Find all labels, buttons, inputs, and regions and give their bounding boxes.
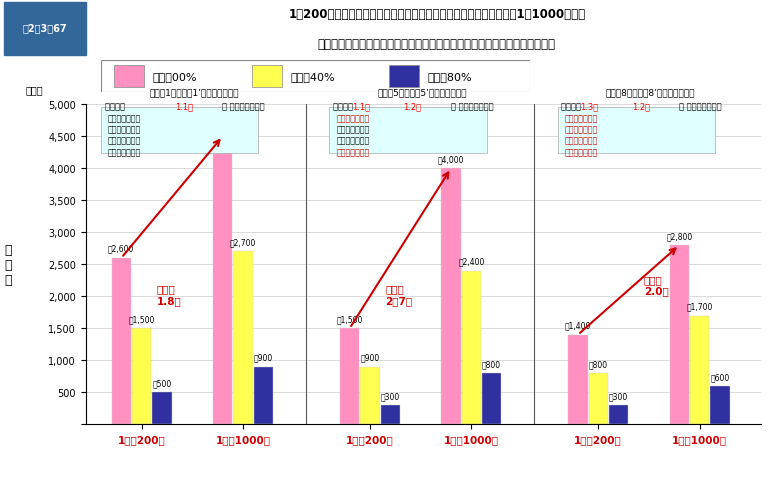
Text: ポンプ車　：有: ポンプ車 ：有 (565, 148, 598, 157)
Text: 燃料補給　：無: 燃料補給 ：無 (336, 125, 370, 134)
Text: 1.2倍: 1.2倍 (403, 102, 422, 111)
Bar (4, 3, 86, 56)
Text: 1.2倍: 1.2倍 (632, 102, 650, 111)
Text: 水門操作　：無: 水門操作 ：無 (336, 137, 370, 145)
Text: 瘄2,400: 瘄2,400 (458, 257, 484, 266)
Text: ケース1，ケース1’の死者数の比較: ケース1，ケース1’の死者数の比較 (149, 88, 239, 97)
Text: ポンプ運転：無: ポンプ運転：無 (108, 114, 141, 123)
Bar (389, 66, 419, 88)
Text: 瘄900: 瘄900 (254, 353, 273, 362)
Text: 瘄1,500: 瘄1,500 (336, 315, 363, 324)
Text: 死者数
2．7倍: 死者数 2．7倍 (385, 284, 412, 305)
Text: ポンプ運転：有: ポンプ運転：有 (336, 114, 370, 123)
Text: 瘄600: 瘄600 (711, 372, 729, 381)
Text: 浸水面穌: 浸水面穌 (105, 102, 130, 111)
Bar (132, 329, 151, 425)
Text: 瘄900: 瘄900 (360, 353, 380, 362)
Text: 燃料補給　：有: 燃料補給 ：有 (565, 125, 598, 134)
Text: ， 浸水区域内人口: ， 浸水区域内人口 (222, 102, 270, 111)
Text: 瘄2,800: 瘄2,800 (666, 231, 693, 241)
Text: 瘄1,400: 瘄1,400 (565, 321, 591, 330)
Text: 浸水面穌: 浸水面穌 (562, 102, 587, 111)
Bar (558, 108, 714, 154)
Text: ， 浸水区域内人口: ， 浸水区域内人口 (679, 102, 727, 111)
Text: 瘄1,700: 瘄1,700 (686, 302, 713, 311)
Text: ポンプ車　：有: ポンプ車 ：有 (336, 148, 370, 157)
Bar (233, 252, 253, 425)
Bar (152, 392, 172, 425)
Text: 死者数
2.0倍: 死者数 2.0倍 (644, 274, 668, 296)
Text: 瘄800: 瘄800 (589, 359, 608, 368)
Bar (112, 258, 131, 425)
Bar (329, 108, 487, 154)
Bar (213, 137, 232, 425)
Text: 瘄300: 瘄300 (381, 391, 400, 400)
Text: ， 浸水区域内人口: ， 浸水区域内人口 (451, 102, 498, 111)
Text: 浸水面穌: 浸水面穌 (333, 102, 358, 111)
Text: （人）: （人） (25, 85, 43, 95)
Text: ケース5，ケース5’の死者数の比較: ケース5，ケース5’の死者数の比較 (378, 88, 467, 97)
Text: ケース8，ケース8’の死者数の比較: ケース8，ケース8’の死者数の比較 (605, 88, 695, 97)
Bar (360, 367, 380, 425)
Bar (115, 66, 144, 88)
Text: 避難琇00%: 避難琇00% (153, 72, 197, 82)
Text: 瘄500: 瘄500 (152, 379, 172, 387)
Text: ポンプ車　：無: ポンプ車 ：無 (108, 148, 141, 157)
Text: 瘄2,600: 瘄2,600 (108, 244, 134, 253)
Text: 図2－3－67: 図2－3－67 (22, 23, 67, 33)
Text: 1.3倍: 1.3倍 (580, 102, 598, 111)
Text: 避難琇40%: 避難琇40% (290, 72, 335, 82)
Text: 水門操作　：無: 水門操作 ：無 (108, 137, 141, 145)
Text: 生確率の洪水により堵防が決壊した場合の死者数の比較（首都圈広域汎濫）: 生確率の洪水により堵防が決壊した場合の死者数の比較（首都圈広域汎濫） (317, 38, 556, 50)
Text: 瘄4,500: 瘄4,500 (210, 123, 236, 132)
Bar (609, 406, 628, 425)
Text: 避難琇80%: 避難琇80% (427, 72, 472, 82)
Bar (690, 316, 709, 425)
Bar (569, 335, 587, 425)
Text: 死者数
1.8倍: 死者数 1.8倍 (157, 284, 182, 305)
Bar (340, 329, 360, 425)
Bar (711, 386, 729, 425)
Text: 1.1倍: 1.1倍 (352, 102, 370, 111)
Bar (254, 367, 273, 425)
Text: 燃料補給　：無: 燃料補給 ：無 (108, 125, 141, 134)
Text: 水門操作　：有: 水門操作 ：有 (565, 137, 598, 145)
Text: 瘄300: 瘄300 (609, 391, 628, 400)
Bar (670, 245, 689, 425)
Bar (441, 169, 461, 425)
Text: 死
者
数: 死 者 数 (5, 244, 12, 286)
Bar (589, 373, 608, 425)
Bar (101, 108, 258, 154)
Text: 瘄2,700: 瘄2,700 (230, 238, 257, 247)
Text: 1／200年の発生確率の洪水により堵防が決壊した場合の死者数と祀1／1000年の発: 1／200年の発生確率の洪水により堵防が決壊した場合の死者数と祀1／1000年の… (289, 8, 585, 21)
Text: 瘄800: 瘄800 (482, 359, 502, 368)
Text: 瘄1,500: 瘄1,500 (129, 315, 154, 324)
Text: 瘄4,000: 瘄4,000 (438, 155, 464, 164)
Bar (482, 373, 502, 425)
Text: 1.1倍: 1.1倍 (176, 102, 193, 111)
Bar (252, 66, 282, 88)
Bar (381, 406, 400, 425)
Bar (462, 271, 481, 425)
Text: ポンプ運転：有: ポンプ運転：有 (565, 114, 598, 123)
